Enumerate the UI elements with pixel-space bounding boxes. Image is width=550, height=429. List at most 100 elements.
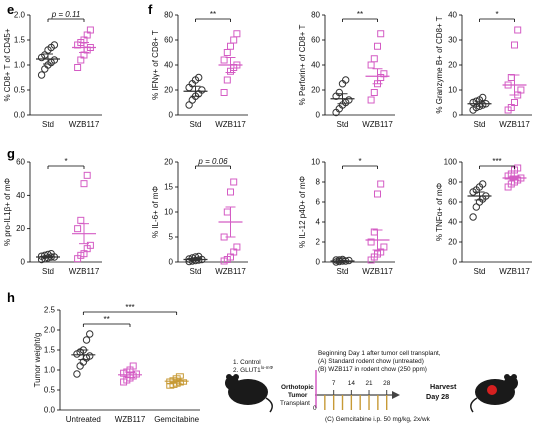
transplant-label: Transplant bbox=[280, 400, 310, 407]
data-point bbox=[82, 336, 91, 344]
y-tick-label: 1.0 bbox=[14, 61, 26, 70]
y-tick-label: 6 bbox=[316, 198, 321, 207]
y-tick-label: 1.5 bbox=[14, 36, 26, 45]
timeline-arrowhead bbox=[392, 391, 400, 399]
x-category-label: WZB117 bbox=[215, 267, 246, 276]
data-point bbox=[233, 30, 241, 38]
y-tick-label: 0 bbox=[453, 111, 458, 120]
data-point bbox=[345, 96, 353, 104]
y-axis-label: % TNFα+ of mΦ bbox=[435, 183, 444, 241]
significance-label: p = 0.11 bbox=[51, 10, 81, 19]
data-point bbox=[370, 89, 378, 96]
y-tick-label: 60 bbox=[16, 158, 25, 167]
data-point bbox=[132, 370, 140, 378]
day-tick-label: 14 bbox=[348, 380, 356, 387]
harvest-day-label: Day 28 bbox=[426, 392, 449, 401]
significance-label: *** bbox=[492, 157, 501, 166]
y-tick-label: 10 bbox=[448, 86, 457, 95]
data-point bbox=[227, 42, 234, 50]
panel-letter-g: g bbox=[7, 146, 15, 161]
y-tick-label: 0 bbox=[316, 258, 321, 267]
x-category-label: Std bbox=[336, 267, 348, 276]
data-point bbox=[230, 36, 238, 44]
y-tick-label: 10 bbox=[164, 208, 173, 217]
y-tick-label: 60 bbox=[164, 36, 173, 45]
significance-label: ** bbox=[104, 315, 110, 324]
y-tick-label: 0 bbox=[169, 258, 174, 267]
data-point bbox=[74, 64, 82, 71]
y-tick-label: 40 bbox=[448, 11, 457, 20]
data-point bbox=[220, 56, 228, 64]
x-category-label: Std bbox=[42, 120, 54, 129]
y-tick-label: 80 bbox=[164, 11, 173, 20]
y-tick-label: 20 bbox=[16, 224, 25, 233]
panel-f1: f 0 20 40 60 80 % IFNγ+ of CD8+ T Std WZB117 ** bbox=[148, 2, 248, 129]
data-point bbox=[74, 225, 82, 233]
day-tick-label: 21 bbox=[365, 380, 373, 387]
data-point bbox=[80, 180, 88, 188]
panel-f3: 0 10 20 30 40 % Granzyme B+ of CD8+ T Std WZB11… bbox=[435, 10, 532, 129]
data-point bbox=[514, 26, 522, 34]
y-axis-label: % IL-12 p40+ of mΦ bbox=[298, 176, 307, 248]
y-tick-label: 0.5 bbox=[14, 86, 26, 95]
x-category-label: WZB117 bbox=[499, 120, 530, 129]
panel-letter-e: e bbox=[7, 2, 14, 17]
y-tick-label: 20 bbox=[448, 238, 457, 247]
y-tick-label: 0.0 bbox=[44, 406, 56, 415]
x-category-label: Std bbox=[473, 120, 485, 129]
panels-layer: e0.00.51.01.52.0% CD8+ T of CD45+Std WZB1… bbox=[3, 2, 532, 424]
panel-g1: g 0 20 40 60 % pro-IL1β+ of mΦ Std WZB117 * bbox=[3, 146, 102, 276]
y-tick-label: 2 bbox=[316, 238, 321, 247]
timeline-ticks: 7 14 21 28 bbox=[324, 380, 391, 410]
data-point bbox=[50, 41, 59, 49]
y-tick-label: 80 bbox=[311, 11, 320, 20]
group-control-label: 1. Control bbox=[233, 359, 261, 366]
data-point bbox=[367, 238, 375, 246]
significance-label: *** bbox=[125, 303, 134, 312]
data-point bbox=[37, 71, 46, 79]
panel-f2: 0 20 40 60 80 % Perforin+ of CD8+ T Std WZB117 *… bbox=[298, 10, 395, 129]
day-tick-label: 7 bbox=[332, 380, 336, 387]
x-category-label: Std bbox=[336, 120, 348, 129]
data-point bbox=[377, 30, 385, 38]
data-point bbox=[469, 213, 477, 221]
data-point bbox=[129, 362, 137, 370]
mouse-icon-left bbox=[225, 374, 273, 413]
data-point bbox=[338, 255, 347, 264]
significance-label: p = 0.06 bbox=[197, 157, 228, 166]
x-category-label: WZB117 bbox=[499, 267, 530, 276]
panel-h: h 0.0 0.5 1.0 1.5 2.0 2.5 Tumor weight/g Untreat… bbox=[7, 290, 200, 424]
y-tick-label: 40 bbox=[16, 191, 25, 200]
data-point bbox=[50, 56, 59, 64]
x-category-label: Gemcitabine bbox=[154, 415, 199, 424]
data-point bbox=[511, 41, 518, 49]
y-axis-label: % IL-6+ of mΦ bbox=[151, 186, 160, 238]
panel-g4: 0 20 40 60 80 100 % TNFα+ of mΦ Std WZB117 *** bbox=[435, 157, 532, 276]
y-tick-label: 8 bbox=[316, 178, 321, 187]
significance-label: * bbox=[358, 157, 361, 166]
data-point bbox=[227, 188, 234, 196]
y-tick-label: 80 bbox=[448, 178, 457, 187]
y-tick-label: 20 bbox=[448, 61, 457, 70]
orthotopic-label: Orthotopic bbox=[281, 384, 314, 391]
y-tick-label: 1.5 bbox=[44, 346, 56, 355]
data-point bbox=[370, 55, 378, 63]
y-tick-label: 2.0 bbox=[44, 326, 56, 335]
x-category-label: Untreated bbox=[66, 415, 101, 424]
y-tick-label: 20 bbox=[311, 86, 320, 95]
data-point bbox=[86, 330, 94, 338]
y-tick-label: 15 bbox=[164, 183, 173, 192]
y-axis-label: % IFNγ+ of CD8+ T bbox=[151, 30, 160, 100]
y-axis-label: % Perforin+ of CD8+ T bbox=[298, 25, 307, 106]
data-point bbox=[220, 89, 228, 96]
panel-letter-h: h bbox=[7, 290, 15, 305]
y-tick-label: 40 bbox=[448, 218, 457, 227]
panel-e: e 0.0 0.5 1.0 1.5 2.0% CD8+ T of CD45+ Std WZB1… bbox=[3, 2, 102, 129]
schematic-line-1: Beginning Day 1 after tumor cell transpl… bbox=[318, 350, 441, 357]
y-tick-label: 40 bbox=[311, 61, 320, 70]
y-tick-label: 0 bbox=[453, 258, 458, 267]
x-category-label: WZB117 bbox=[115, 415, 146, 424]
schematic-line-2: (A) Standard rodent chow (untreated) bbox=[318, 358, 424, 365]
data-point bbox=[511, 99, 518, 106]
